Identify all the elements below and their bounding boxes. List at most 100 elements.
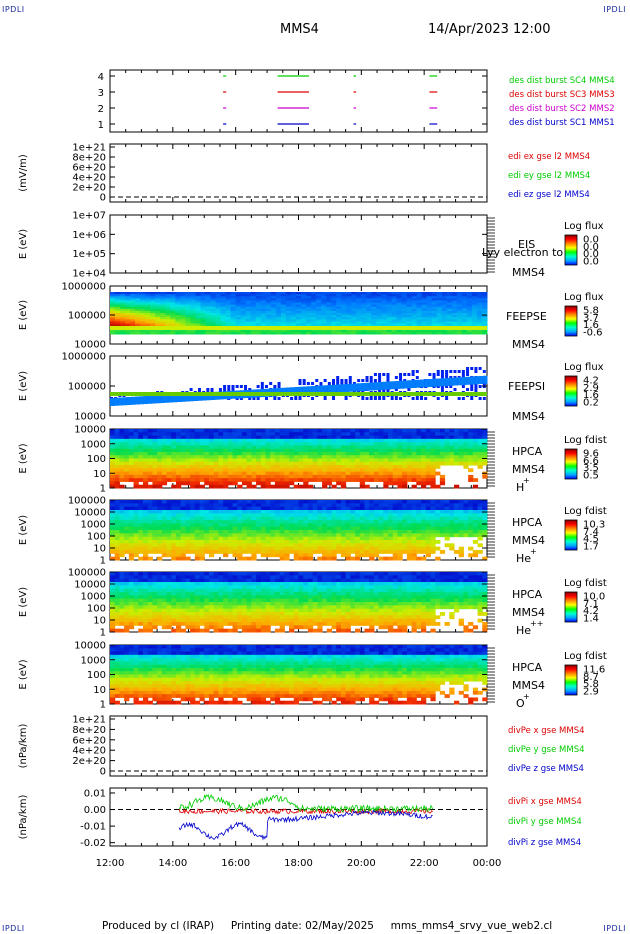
hpca-h-heatmap-cell xyxy=(208,468,215,473)
hpca-he-heatmap-cell xyxy=(208,533,215,538)
hpca-h-heatmap-cell xyxy=(270,465,276,469)
hpca-h-heatmap-cell xyxy=(402,484,408,489)
hpca-h-heatmap-cell xyxy=(208,461,215,466)
hpca-h-heatmap-cell xyxy=(138,468,144,473)
hpca-h-heatmap-cell xyxy=(397,471,403,476)
feepse-heatmap-cell xyxy=(210,294,217,297)
feepse-heatmap-cell xyxy=(260,300,267,303)
hpca-he-heatmap-cell xyxy=(435,540,441,544)
hpca-h-heatmap-cell xyxy=(326,448,332,453)
feepse-heatmap-cell xyxy=(275,302,282,306)
hpca-he-heatmap-cell xyxy=(307,506,314,511)
hpca-he-heatmap-cell xyxy=(331,526,337,531)
hpca-he-heatmap-cell xyxy=(265,516,271,521)
hpca-he-heatmap-cell xyxy=(369,533,375,538)
hpca-he-heatmap-cell xyxy=(175,513,182,518)
feepse-heatmap-cell xyxy=(481,292,488,295)
feepsi-heatmap-cell xyxy=(453,388,457,391)
feepse-heatmap-cell xyxy=(341,310,347,314)
feepse-heatmap-cell xyxy=(110,306,116,310)
feepse-heatmap-cell xyxy=(401,306,408,310)
hpca-he-heatmap-cell xyxy=(218,526,224,531)
hpca-h-heatmap-cell xyxy=(279,438,285,443)
feepsi-heatmap-cell xyxy=(390,397,394,400)
feepse-heatmap-cell xyxy=(406,317,413,320)
feepse-heatmap-cell xyxy=(471,331,478,335)
hpca-he-heatmap-cell xyxy=(161,550,168,554)
hpca-he-heatmap-cell xyxy=(406,540,413,544)
hpca-h-heatmap-cell xyxy=(345,458,351,463)
hpca-he-heatmap-cell xyxy=(336,506,342,511)
hpca-h-heatmap-cell xyxy=(383,478,389,482)
hpca-he-heatmap-cell xyxy=(322,533,328,538)
hpca-he-heatmap-cell xyxy=(232,533,238,538)
hpca-he-heatmap-cell xyxy=(293,540,299,544)
hpca-h-heatmap-cell xyxy=(307,451,314,456)
hpca-h-heatmap-cell xyxy=(477,451,483,456)
hpca-h-heatmap-cell xyxy=(260,478,267,482)
hpca-h-heatmap-cell xyxy=(421,451,427,456)
hpca-he-heatmap-cell xyxy=(185,536,191,541)
feepsi-heatmap-cell xyxy=(147,395,153,404)
hpca-he-heatmap-cell xyxy=(251,556,257,561)
feepse-heatmap-cell xyxy=(411,294,418,297)
feepse-heatmap-cell xyxy=(260,323,267,327)
hpca-h-heatmap-cell xyxy=(227,455,234,459)
hpca-he-heatmap-cell xyxy=(340,536,347,541)
feepse-heatmap-cell xyxy=(306,319,312,322)
hpca-h-heatmap-cell xyxy=(359,481,365,486)
hpca-he-heatmap-cell xyxy=(397,513,403,518)
feepse-heatmap-cell xyxy=(180,329,186,333)
hpca-h-heatmap-cell xyxy=(218,478,224,482)
hpca-he-heatmap-cell xyxy=(322,526,328,531)
hpca-he-heatmap-cell xyxy=(397,520,403,524)
feepsi-heatmap-cell xyxy=(470,385,474,388)
hpca-he-heatmap-cell xyxy=(284,520,290,524)
hpca-h-heatmap-cell xyxy=(223,429,229,433)
hpca-h-heatmap-cell xyxy=(312,435,318,440)
feepse-heatmap-cell xyxy=(210,319,217,322)
hpca-he-heatmap-cell xyxy=(345,506,351,511)
hpca-h-heatmap-cell xyxy=(152,461,158,466)
feepsi-heatmap-cell xyxy=(419,379,425,388)
hpca-h-heatmap-cell xyxy=(185,442,191,446)
hpca-he-heatmap-cell xyxy=(397,553,403,558)
hpca-h-heatmap-cell xyxy=(472,435,479,440)
feepsi-heatmap-cell xyxy=(197,388,201,391)
hpca-he-heatmap-cell xyxy=(350,530,356,534)
hpca-h-heatmap-cell xyxy=(303,484,309,489)
feepse-heatmap-cell xyxy=(235,298,242,301)
hpca-he-heatmap-cell xyxy=(406,513,413,518)
hpca-h-heatmap-cell xyxy=(416,478,422,482)
hpca-he-heatmap-cell xyxy=(157,503,163,508)
hpca-h-heatmap-cell xyxy=(152,465,158,469)
feepse-heatmap-cell xyxy=(295,306,302,310)
feepse-heatmap-cell xyxy=(245,294,252,297)
hpca-he-heatmap-cell xyxy=(204,550,210,554)
hpca-h-heatmap-cell xyxy=(138,438,144,443)
feepse-heatmap-cell xyxy=(456,302,463,306)
feepsi-heatmap-cell xyxy=(323,385,329,394)
hpca-h-heatmap-cell xyxy=(152,438,158,443)
feepse-heatmap-cell xyxy=(205,304,212,308)
hpca-h-heatmap-cell xyxy=(463,465,469,469)
feepsi-heatmap-cell xyxy=(453,370,457,373)
hpca-h-heatmap-cell xyxy=(350,478,356,482)
feepsi-spacecraft-label: MMS4 xyxy=(512,410,545,423)
hpca-he-heatmap-cell xyxy=(142,506,149,511)
hpca-h-heatmap-cell xyxy=(307,458,314,463)
feepse-heatmap-cell xyxy=(245,329,252,333)
hpca-h-heatmap-cell xyxy=(194,478,201,482)
feepse-heatmap-cell xyxy=(441,319,448,322)
feepsi-heatmap-cell xyxy=(378,382,383,390)
hpca-h-heatmap-cell xyxy=(133,461,139,466)
feepse-heatmap-cell xyxy=(396,319,403,322)
feepse-heatmap-cell xyxy=(376,304,382,308)
hpca-he-heatmap-cell xyxy=(180,540,186,544)
hpca-he-heatmap-cell xyxy=(322,550,328,554)
feepsi-heatmap xyxy=(110,367,488,406)
hpca-h-heatmap-cell xyxy=(425,468,431,473)
hpca-h-heatmap-cell xyxy=(430,442,436,446)
hpca-h-heatmap-cell xyxy=(364,429,370,433)
feepse-heatmap-cell xyxy=(381,310,387,314)
